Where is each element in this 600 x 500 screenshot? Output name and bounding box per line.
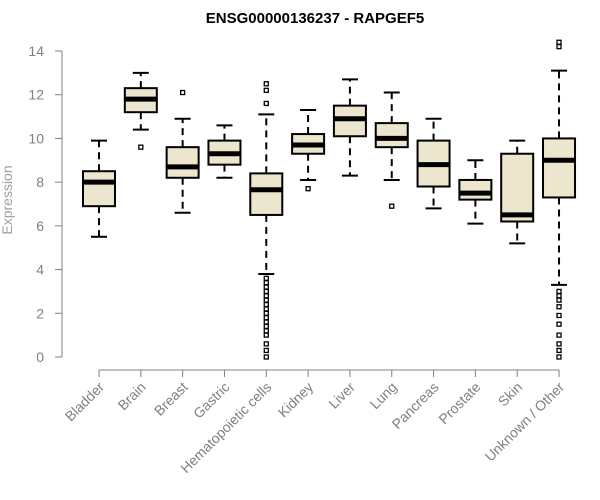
- x-tick-label: Kidney: [275, 379, 317, 421]
- outlier-point: [556, 321, 562, 327]
- box-group: [458, 159, 493, 225]
- outlier-point: [556, 293, 562, 299]
- y-tick-label: 2: [36, 305, 44, 321]
- chart-title: ENSG00000136237 - RAPGEF5: [206, 10, 424, 27]
- outlier-point: [263, 301, 269, 308]
- outlier-point: [263, 280, 269, 286]
- box-group: [249, 81, 284, 360]
- y-tick-label: 8: [36, 174, 44, 190]
- outlier-point: [263, 332, 269, 338]
- outlier-point: [138, 144, 144, 150]
- box-body: [374, 122, 409, 149]
- box-body: [542, 137, 577, 199]
- outlier-point: [263, 354, 269, 360]
- x-tick-label: Unknown / Other: [482, 379, 568, 465]
- outlier-point: [263, 293, 269, 299]
- x-tick-label: Lung: [367, 379, 400, 412]
- box-group: [207, 124, 242, 179]
- box-body: [500, 152, 535, 223]
- box-group: [123, 71, 158, 150]
- box-group: [291, 109, 326, 192]
- y-tick-label: 4: [36, 262, 44, 278]
- box-group: [500, 139, 535, 245]
- outlier-point: [263, 288, 269, 295]
- outlier-point: [263, 284, 269, 290]
- outlier-point: [263, 310, 269, 316]
- x-tick-label: Liver: [325, 379, 358, 412]
- outlier-point: [556, 332, 562, 338]
- boxes-layer: [82, 39, 577, 360]
- outlier-point: [263, 319, 269, 325]
- y-tick-label: 0: [36, 349, 44, 365]
- outlier-point: [556, 304, 562, 310]
- outlier-point: [305, 186, 311, 192]
- box-group: [542, 39, 577, 360]
- outlier-point: [263, 100, 269, 107]
- outlier-point: [263, 347, 269, 354]
- box-body: [82, 170, 116, 208]
- outlier-point: [263, 275, 269, 281]
- outlier-point: [263, 341, 269, 347]
- outlier-point: [556, 297, 562, 303]
- y-tick-label: 6: [36, 218, 44, 234]
- outlier-point: [263, 81, 269, 87]
- outlier-point: [389, 203, 395, 209]
- outlier-point: [556, 39, 562, 45]
- outlier-point: [263, 87, 269, 93]
- outlier-point: [556, 354, 562, 360]
- y-axis: 0 2 4 6 8 10 12 14: [28, 43, 63, 365]
- outlier-point: [556, 347, 562, 354]
- outlier-point: [179, 89, 186, 96]
- y-tick-label: 10: [28, 130, 44, 146]
- outlier-point: [263, 323, 269, 330]
- box-group: [374, 91, 409, 209]
- outlier-point: [556, 288, 562, 295]
- y-tick-label: 12: [28, 87, 44, 103]
- outlier-point: [263, 306, 269, 312]
- x-tick-label: Skin: [495, 379, 526, 410]
- outlier-point: [556, 341, 562, 347]
- outlier-point: [263, 297, 269, 303]
- x-tick-label: Breast: [151, 379, 191, 419]
- box-group: [82, 139, 116, 238]
- box-body: [249, 172, 284, 216]
- box-group: [416, 117, 451, 210]
- x-tick-label: Brain: [115, 379, 149, 413]
- box-body: [458, 178, 493, 201]
- y-tick-label: 14: [28, 43, 44, 59]
- y-axis-label: Expression: [0, 165, 15, 234]
- outlier-point: [263, 328, 269, 334]
- x-tick-label: Prostate: [435, 379, 483, 427]
- box-group: [332, 78, 367, 177]
- outlier-point: [263, 315, 269, 321]
- outlier-point: [556, 312, 562, 319]
- outlier-point: [556, 43, 562, 50]
- box-group: [165, 89, 200, 214]
- box-body: [165, 146, 200, 179]
- x-tick-label: Bladder: [62, 379, 108, 425]
